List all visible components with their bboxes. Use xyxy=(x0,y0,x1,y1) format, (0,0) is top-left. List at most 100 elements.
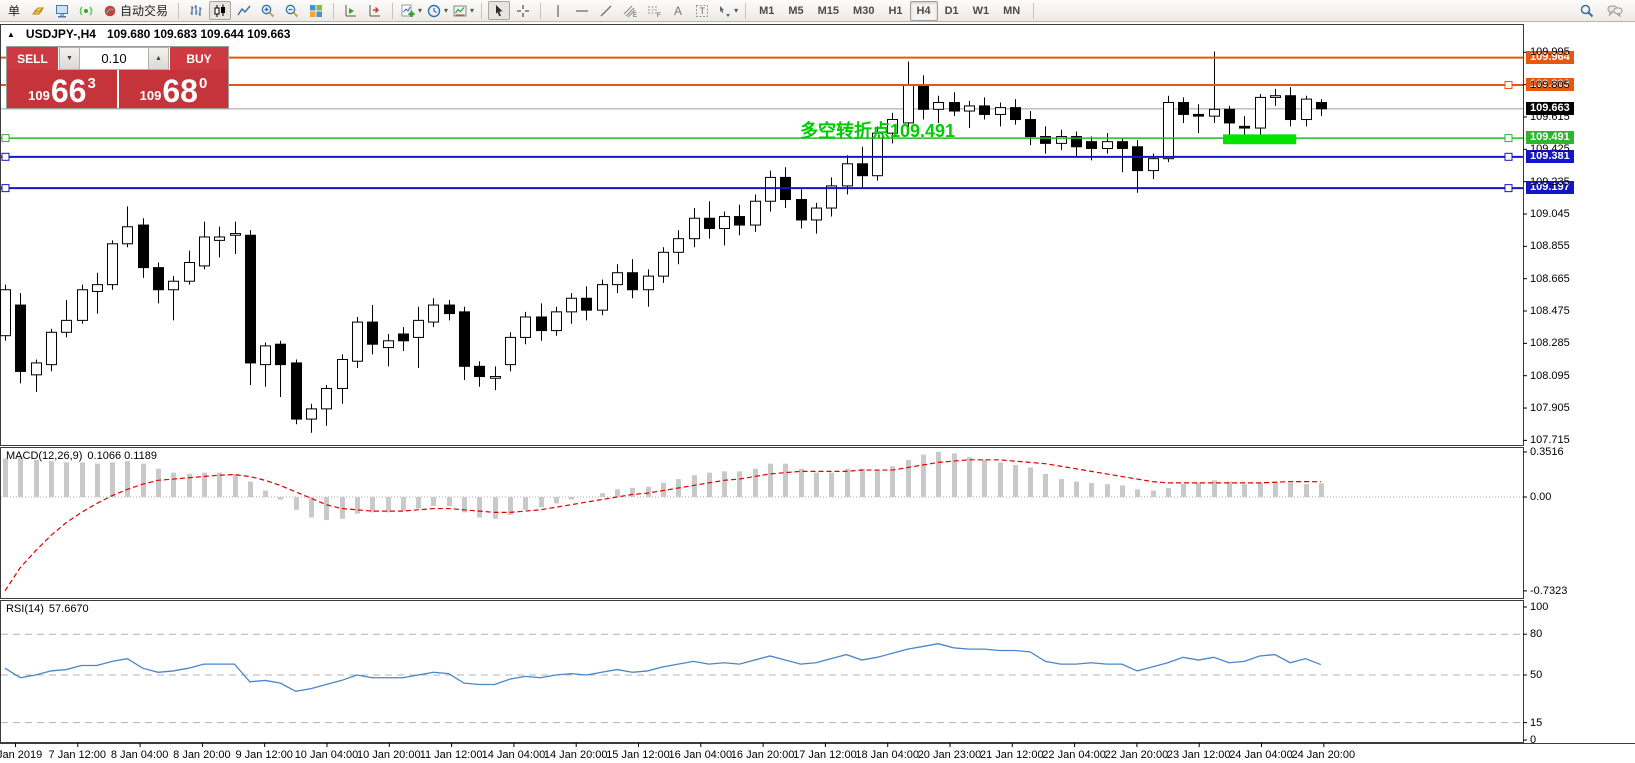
candle-body xyxy=(77,289,88,321)
candle-body xyxy=(750,200,761,226)
line-handle[interactable] xyxy=(1,184,10,193)
timeframe-button-W1[interactable]: W1 xyxy=(972,4,990,17)
candle-body xyxy=(1010,107,1021,121)
buy-price-display[interactable]: 109 68 0 xyxy=(119,70,228,108)
chat-icon[interactable] xyxy=(1604,1,1626,20)
sell-price-small: 109 xyxy=(28,88,50,103)
line-handle[interactable] xyxy=(1,152,10,161)
new-order-button[interactable]: 单 xyxy=(3,1,25,20)
candle-body xyxy=(536,316,547,332)
templates-button[interactable]: ▾ xyxy=(451,1,475,20)
candle-body xyxy=(1071,136,1082,148)
candle-body xyxy=(1148,158,1159,172)
candlestick-chart-type-icon[interactable] xyxy=(209,1,232,20)
indicators-button[interactable]: ▾ xyxy=(399,1,423,20)
chart-shift-icon[interactable] xyxy=(364,1,386,20)
candle-body xyxy=(230,233,241,236)
terminal-monitor-icon[interactable] xyxy=(51,1,73,20)
candle-body xyxy=(918,84,929,110)
line-handle[interactable] xyxy=(1504,184,1513,193)
candle-body xyxy=(627,272,638,291)
sell-button[interactable]: SELL xyxy=(7,47,59,70)
candle-body xyxy=(673,238,684,253)
timeframe-button-H4[interactable]: H4 xyxy=(909,0,938,21)
line-handle[interactable] xyxy=(1504,80,1513,89)
timeframe-button-M5[interactable]: M5 xyxy=(788,4,804,17)
fibonacci-tool[interactable]: F xyxy=(643,1,665,20)
trendline-tool[interactable] xyxy=(595,1,617,20)
sell-price-display[interactable]: 109 66 3 xyxy=(7,70,117,108)
main-panel-frame xyxy=(0,24,1524,446)
candle-body xyxy=(1224,108,1235,124)
candle-body xyxy=(826,185,837,209)
line-handle[interactable] xyxy=(1,134,10,143)
zoom-in-icon[interactable] xyxy=(257,1,279,20)
timeframe-button-MN[interactable]: MN xyxy=(1003,4,1021,17)
text-tool[interactable]: A xyxy=(674,3,683,18)
timeframe-button-M30[interactable]: M30 xyxy=(853,4,875,17)
equidistant-channel-tool[interactable]: E xyxy=(619,1,641,20)
candle-body xyxy=(765,176,776,202)
timeframe-button-D1[interactable]: D1 xyxy=(944,4,959,17)
candle-body xyxy=(1040,136,1051,144)
line-chart-type-icon[interactable] xyxy=(233,1,255,20)
candle-body xyxy=(1117,141,1128,149)
candle-body xyxy=(1270,95,1281,98)
line-handle[interactable] xyxy=(1504,152,1513,161)
chart-window: ▲ USDJPY-,H4 109.680 109.683 109.644 109… xyxy=(0,22,1635,763)
vertical-line-tool[interactable] xyxy=(547,1,569,20)
candle-body xyxy=(428,304,439,323)
candle-body xyxy=(383,340,394,349)
highlight-box[interactable] xyxy=(1223,134,1297,145)
horizontal-line-tool[interactable] xyxy=(571,1,593,20)
candle-body xyxy=(444,304,455,315)
auto-scroll-icon[interactable] xyxy=(340,1,362,20)
signal-icon[interactable] xyxy=(75,1,97,20)
autotrading-button[interactable]: 自动交易 xyxy=(99,1,172,20)
candle-body xyxy=(581,297,592,311)
candle-body xyxy=(1285,95,1296,121)
toolbar-separator xyxy=(392,2,394,19)
cursor-tool[interactable] xyxy=(488,1,511,20)
timeframe-button-M1[interactable]: M1 xyxy=(759,4,775,17)
candle-body xyxy=(490,376,501,379)
candle-body xyxy=(1301,98,1312,121)
candle-body xyxy=(1209,108,1220,117)
volume-decrease-button[interactable]: ▼ xyxy=(59,47,80,70)
candle-body xyxy=(337,359,348,389)
candle-body xyxy=(887,119,898,134)
candle-body xyxy=(398,333,409,342)
candle-body xyxy=(857,163,868,177)
candle-body xyxy=(1056,136,1067,144)
svg-text:F: F xyxy=(657,13,661,19)
candle-body xyxy=(612,272,623,286)
candle-body xyxy=(1178,102,1189,115)
volume-input[interactable]: 0.10 xyxy=(80,47,148,70)
timeframe-button-M15[interactable]: M15 xyxy=(817,4,840,17)
toolbar-separator xyxy=(178,2,180,19)
line-handle[interactable] xyxy=(1504,134,1513,143)
new-order-label: 单 xyxy=(7,4,20,18)
bar-chart-type-icon[interactable] xyxy=(185,1,207,20)
candle-body xyxy=(352,321,363,362)
candle-body xyxy=(995,107,1006,115)
periods-button[interactable]: ▾ xyxy=(425,1,449,20)
zoom-out-icon[interactable] xyxy=(281,1,303,20)
text-label-tool[interactable]: T xyxy=(691,1,713,20)
candle-body xyxy=(138,224,149,269)
crosshair-tool[interactable] xyxy=(512,1,534,20)
arrows-tool[interactable]: ▾ xyxy=(715,1,739,20)
buy-price-big: 68 xyxy=(162,73,198,109)
buy-button[interactable]: BUY xyxy=(169,47,228,70)
search-icon[interactable] xyxy=(1576,1,1598,20)
candle-body xyxy=(1102,141,1113,149)
chart-canvas[interactable] xyxy=(0,22,1635,763)
gold-bars-icon[interactable] xyxy=(27,1,49,20)
candle-body xyxy=(474,365,485,378)
tile-windows-icon[interactable] xyxy=(305,1,327,20)
annotation-text[interactable]: 多空转折点109.491 xyxy=(800,121,956,142)
volume-increase-button[interactable]: ▲ xyxy=(148,47,169,70)
candle-body xyxy=(0,289,11,337)
timeframe-button-H1[interactable]: H1 xyxy=(888,4,903,17)
candle-body xyxy=(1025,119,1036,138)
